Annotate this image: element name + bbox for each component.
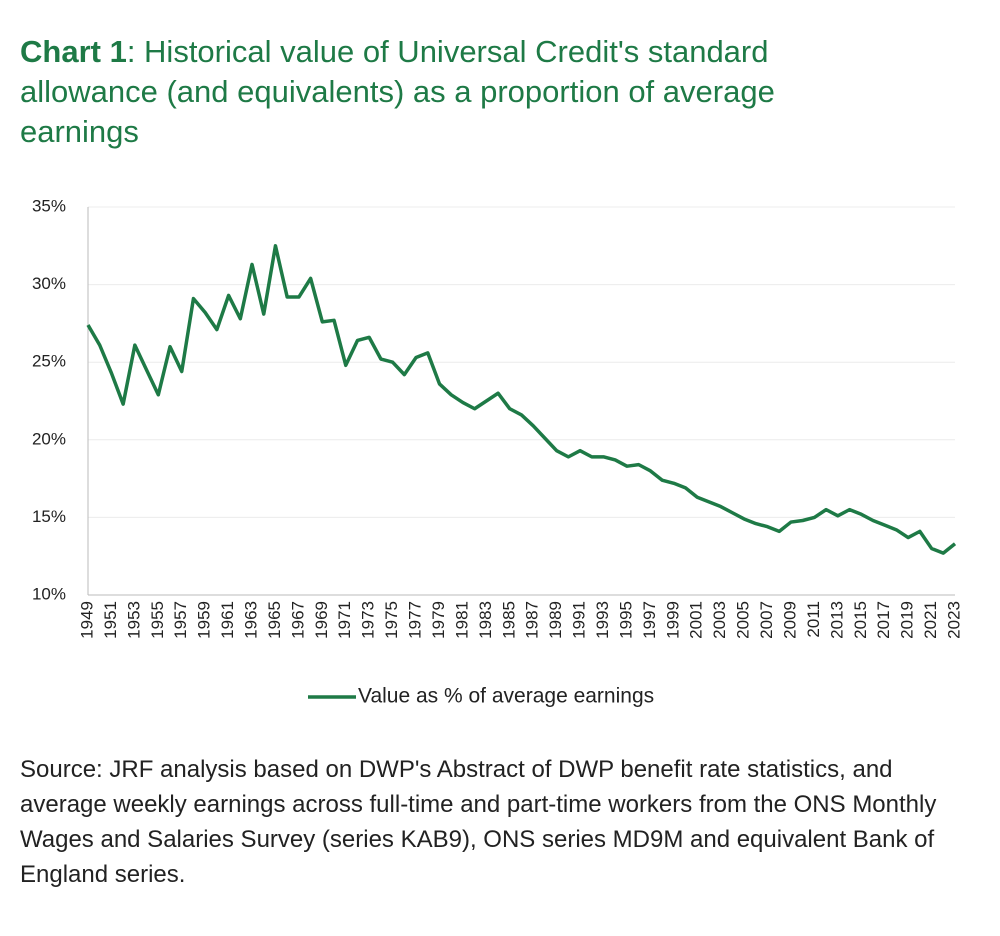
x-tick-label: 2005 xyxy=(734,601,753,639)
x-tick-label: 1975 xyxy=(382,601,401,639)
x-tick-label: 2017 xyxy=(874,601,893,639)
x-tick-label: 1993 xyxy=(593,601,612,639)
x-tick-label: 1973 xyxy=(359,601,378,639)
x-tick-label: 1957 xyxy=(171,601,190,639)
x-tick-label: 1981 xyxy=(452,601,471,639)
x-tick-label: 1999 xyxy=(663,601,682,639)
chart-title: Chart 1: Historical value of Universal C… xyxy=(20,32,900,152)
x-tick-label: 1955 xyxy=(148,601,167,639)
x-tick-label: 2015 xyxy=(851,601,870,639)
x-tick-label: 1969 xyxy=(312,601,331,639)
title-lead: Chart 1 xyxy=(20,34,127,69)
x-tick-label: 2021 xyxy=(921,601,940,639)
source-note: Source: JRF analysis based on DWP's Abst… xyxy=(20,756,937,888)
x-tick-label: 1997 xyxy=(640,601,659,639)
x-tick-label: 1951 xyxy=(101,601,120,639)
y-tick-label: 35% xyxy=(32,196,66,215)
x-tick-label: 1971 xyxy=(335,601,354,639)
x-tick-label: 1985 xyxy=(499,601,518,639)
x-tick-label: 1965 xyxy=(265,601,284,639)
y-tick-label: 20% xyxy=(32,429,66,448)
x-tick-label: 1963 xyxy=(242,601,261,639)
y-tick-label: 30% xyxy=(32,274,66,293)
x-tick-label: 2011 xyxy=(804,601,823,638)
x-tick-label: 2019 xyxy=(898,601,917,639)
x-tick-label: 1989 xyxy=(546,601,565,639)
x-tick-label: 1995 xyxy=(616,601,635,639)
x-tick-label: 1991 xyxy=(570,601,589,639)
title-text: : Historical value of Universal Credit's… xyxy=(20,34,775,149)
x-tick-label: 1983 xyxy=(476,601,495,639)
x-tick-label: 1977 xyxy=(406,601,425,639)
x-tick-label: 1949 xyxy=(77,601,96,639)
x-tick-label: 2023 xyxy=(944,601,963,639)
y-tick-label: 25% xyxy=(32,352,66,371)
line xyxy=(86,244,957,555)
x-tick-label: 1961 xyxy=(218,601,237,639)
x-tick-label: 1979 xyxy=(429,601,448,639)
x-tick-label: 1987 xyxy=(523,601,542,639)
x-tick-label: 2013 xyxy=(827,601,846,639)
x-tick-label: 2007 xyxy=(757,601,776,639)
x-tick-label: 1967 xyxy=(288,601,307,639)
x-tick-label: 2009 xyxy=(780,601,799,639)
x-tick-label: 1953 xyxy=(124,601,143,639)
x-tick-label: 2001 xyxy=(687,601,706,639)
chart: 10% 15% 20% 25% 30% 35% 1949 1951 1953 1955 1957 19… xyxy=(32,196,964,708)
y-tick-label: 10% xyxy=(32,584,66,603)
x-tick-label: 1959 xyxy=(195,601,214,639)
x-tick-label: 2003 xyxy=(710,601,729,639)
legend-label: Value as % of average earnings xyxy=(358,685,654,708)
y-tick-label: 15% xyxy=(32,507,66,526)
